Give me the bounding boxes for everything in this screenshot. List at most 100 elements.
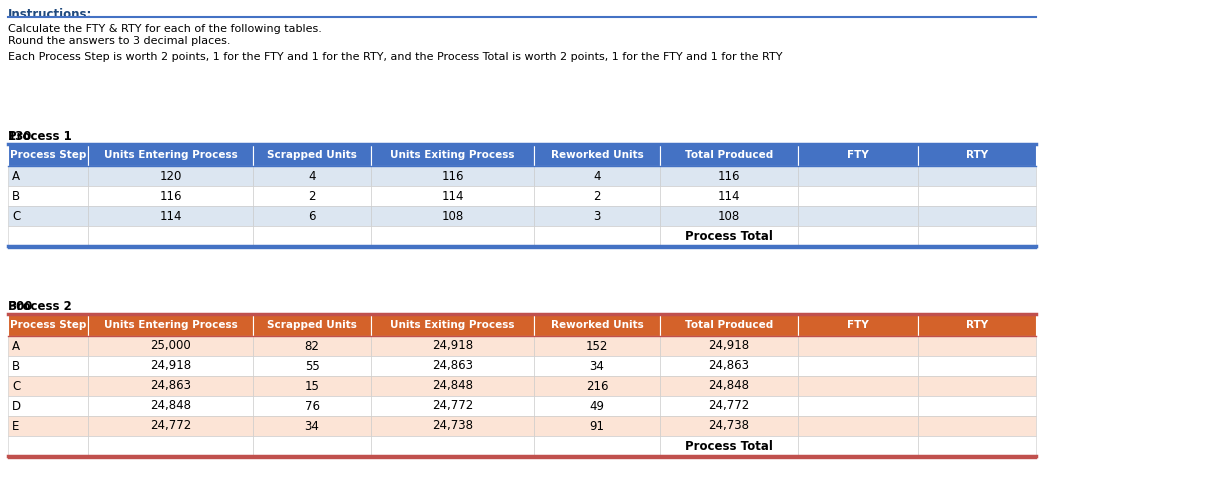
Bar [9,314,88,336]
Bar [88,186,253,206]
Bar [88,416,253,436]
Text: 6: 6 [308,209,316,223]
Text: 34: 34 [305,420,319,432]
Bar [253,416,371,436]
Bar [253,336,371,356]
Bar [798,376,919,396]
Bar [534,436,659,456]
Bar [371,166,534,186]
Bar [659,356,798,376]
Bar [919,396,1036,416]
Bar [88,206,253,226]
Bar [88,314,253,336]
Text: 24,863: 24,863 [432,360,473,372]
Text: 24,772: 24,772 [432,400,473,412]
Text: 24,848: 24,848 [150,400,192,412]
Text: Process Step: Process Step [10,320,86,330]
Text: Process Step: Process Step [10,150,86,160]
Text: 49: 49 [589,400,604,412]
Text: B: B [12,189,20,203]
Bar [371,436,534,456]
Text: Instructions:: Instructions: [9,8,92,21]
Bar [9,356,88,376]
Text: 24,738: 24,738 [709,420,749,432]
Bar [88,166,253,186]
Text: 34: 34 [589,360,604,372]
Text: Each Process Step is worth 2 points, 1 for the FTY and 1 for the RTY, and the Pr: Each Process Step is worth 2 points, 1 f… [9,52,782,62]
Bar [371,314,534,336]
Text: 91: 91 [589,420,604,432]
Bar [534,396,659,416]
Bar [9,144,88,166]
Bar [919,416,1036,436]
Text: C: C [12,380,20,392]
Bar [659,436,798,456]
Bar [798,356,919,376]
Text: 2: 2 [308,189,316,203]
Bar [253,376,371,396]
Text: Scrapped Units: Scrapped Units [266,150,357,160]
Bar [88,356,253,376]
Bar [919,166,1036,186]
Bar [88,376,253,396]
Bar [659,396,798,416]
Bar [534,376,659,396]
Bar [534,166,659,186]
Bar [9,436,88,456]
Bar [798,226,919,246]
Text: 114: 114 [441,189,464,203]
Bar [798,186,919,206]
Bar [798,336,919,356]
Bar [534,144,659,166]
Text: RTY: RTY [966,320,989,330]
Text: 24,918: 24,918 [709,340,749,352]
Text: 24,863: 24,863 [150,380,192,392]
Text: 130: 130 [9,130,32,143]
Bar [253,356,371,376]
Bar [371,206,534,226]
Bar [253,186,371,206]
Text: 116: 116 [717,169,740,183]
Bar [659,314,798,336]
Text: Calculate the FTY & RTY for each of the following tables.: Calculate the FTY & RTY for each of the … [9,24,322,34]
Text: 24,918: 24,918 [432,340,473,352]
Bar [9,186,88,206]
Bar [659,186,798,206]
Bar [9,376,88,396]
Bar [371,376,534,396]
Text: 2: 2 [593,189,600,203]
Bar [919,206,1036,226]
Bar [919,226,1036,246]
Text: 24,848: 24,848 [432,380,473,392]
Bar [9,336,88,356]
Bar [534,206,659,226]
Text: 108: 108 [441,209,464,223]
Text: 24,772: 24,772 [150,420,192,432]
Bar [9,206,88,226]
Text: Units Entering Process: Units Entering Process [103,150,237,160]
Bar [659,144,798,166]
Bar [9,166,88,186]
Text: B: B [12,360,20,372]
Bar [371,226,534,246]
Text: 24,772: 24,772 [709,400,749,412]
Text: 3: 3 [593,209,600,223]
Bar [88,436,253,456]
Text: FTY: FTY [847,150,869,160]
Text: RTY: RTY [966,150,989,160]
Bar [371,336,534,356]
Text: 116: 116 [441,169,464,183]
Bar [659,336,798,356]
Text: 216: 216 [586,380,608,392]
Text: 24,863: 24,863 [709,360,749,372]
Text: Process Total: Process Total [685,440,772,452]
Bar [659,416,798,436]
Bar [919,356,1036,376]
Text: 25,000: 25,000 [150,340,190,352]
Bar [88,336,253,356]
Text: E: E [12,420,20,432]
Bar [798,206,919,226]
Bar [371,144,534,166]
Text: 15: 15 [305,380,319,392]
Text: Process 2: Process 2 [9,300,71,313]
